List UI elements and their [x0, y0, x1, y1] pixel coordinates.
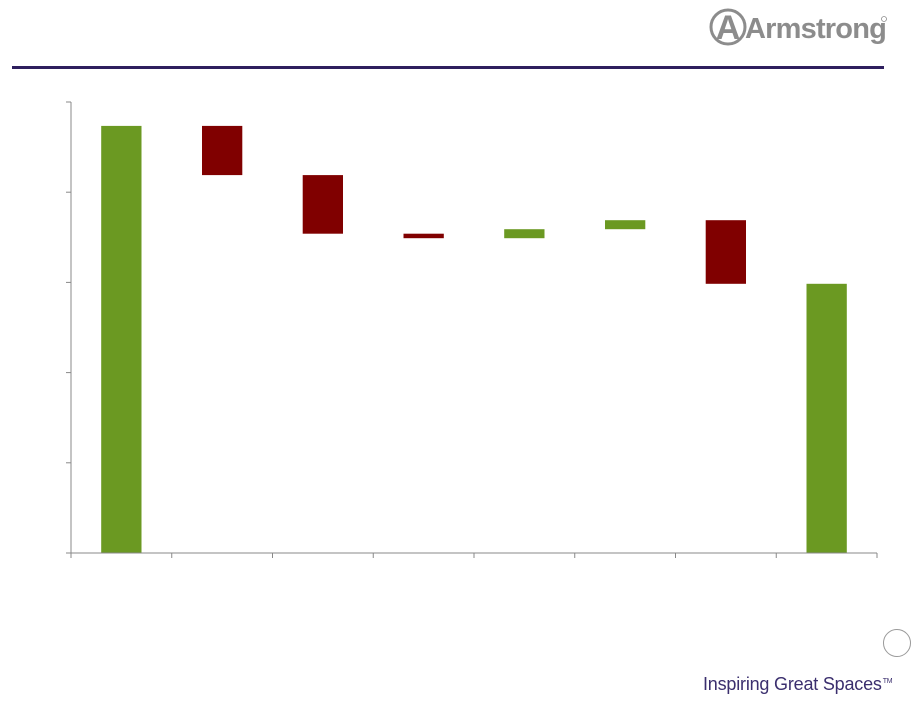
logo-ring-icon: [709, 8, 747, 46]
trademark-mark: TM: [882, 678, 893, 685]
header-rule: [12, 66, 884, 69]
waterfall-bar-4-decrease: [403, 233, 444, 239]
registered-mark-icon: [881, 16, 887, 22]
waterfall-bar-8-total: [806, 283, 847, 553]
chart-axes: [66, 101, 878, 558]
chart-bars: [101, 125, 847, 554]
waterfall-bar-5-increase: [504, 229, 545, 239]
armstrong-logo: A Armstrong: [709, 8, 887, 47]
logo-wordmark: Armstrong: [745, 13, 886, 45]
page-number-circle: [883, 629, 911, 657]
tagline-text: Inspiring Great Spaces: [703, 674, 882, 694]
waterfall-bar-7-decrease: [705, 220, 746, 284]
waterfall-bar-6-increase: [605, 220, 646, 230]
waterfall-bar-3-decrease: [302, 175, 343, 234]
waterfall-bar-1-total: [101, 125, 142, 554]
logo-mark: A: [716, 9, 741, 47]
waterfall-bar-2-decrease: [202, 125, 243, 176]
footer-tagline: Inspiring Great SpacesTM: [703, 674, 893, 695]
